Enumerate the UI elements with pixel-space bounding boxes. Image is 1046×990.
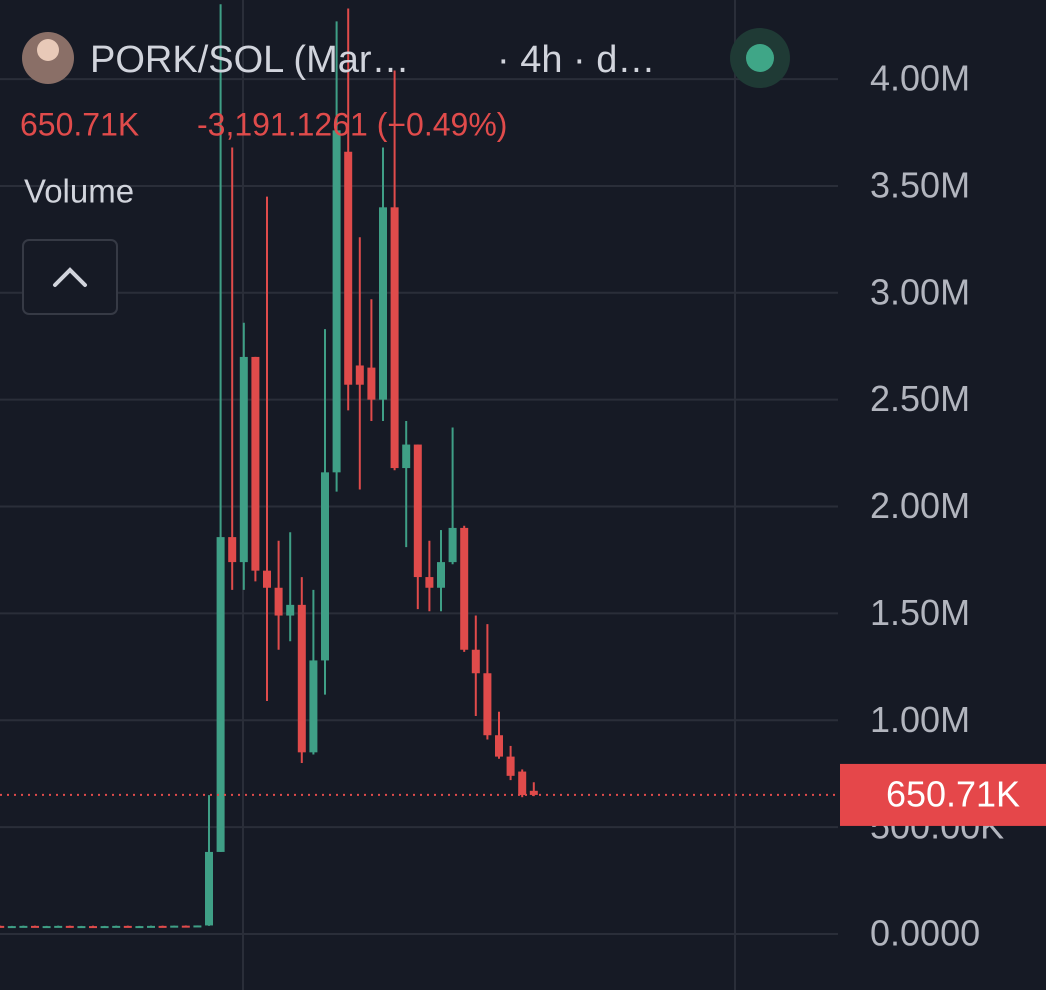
candle-body [147, 925, 155, 928]
candle-body [379, 207, 387, 400]
interval[interactable]: · 4h · d… [497, 39, 655, 81]
y-tick-label: 2.00M [870, 485, 970, 526]
candle-body [54, 925, 63, 928]
candle-body [170, 925, 179, 928]
candle-body [158, 925, 167, 928]
candle-body [193, 925, 202, 928]
plot [0, 4, 840, 929]
candle-body [65, 925, 74, 928]
candle-body [251, 356, 260, 571]
candle-body [344, 151, 353, 385]
candle-body [7, 926, 16, 929]
chevron-up-icon [53, 267, 87, 287]
candle-body [402, 444, 411, 469]
candle-body [112, 925, 121, 928]
y-tick-label: 3.00M [870, 271, 970, 312]
y-tick-label: 3.50M [870, 164, 970, 205]
candle-body [297, 604, 306, 753]
candle-body [239, 356, 248, 563]
last-price-tag [840, 763, 1046, 826]
candle-body [228, 537, 237, 563]
candle-body [181, 925, 190, 928]
candle-body [135, 926, 144, 929]
legend: PORK/SOL (Mar… · 4h · d… 650.71K -3,191.… [20, 28, 790, 315]
candle-body [89, 926, 97, 929]
candle-body [31, 925, 39, 928]
price-axis: 0.0000500.00K1.00M1.50M2.00M2.50M3.00M3.… [840, 58, 1046, 954]
candle-body [448, 527, 457, 563]
candle-body [309, 660, 318, 753]
candle-body [332, 130, 341, 473]
candle-body [471, 649, 480, 674]
candle-body [529, 790, 538, 795]
candle-body [77, 926, 86, 929]
candle-body [413, 444, 422, 578]
grid [0, 78, 838, 936]
candle-body [518, 771, 527, 796]
candle-body [495, 735, 503, 757]
last-price-tag-label: 650.71K [886, 773, 1020, 814]
y-tick-label: 0.0000 [870, 913, 980, 954]
candle-body [390, 207, 399, 469]
y-tick-label: 4.00M [870, 58, 970, 99]
candle-body [0, 925, 5, 928]
candle-body [355, 365, 364, 385]
candle-body [216, 537, 225, 852]
candle-body [286, 604, 295, 616]
y-tick-label: 2.50M [870, 378, 970, 419]
price-change: -3,191.1261 (−0.49%) [197, 106, 507, 142]
collapse-button[interactable] [22, 239, 118, 315]
candle-body [205, 851, 213, 926]
last-price: 650.71K [20, 106, 139, 142]
candle-body [437, 562, 445, 588]
symbol-title[interactable]: PORK/SOL (Mar… [90, 39, 410, 81]
indicator-name[interactable]: Volume [24, 173, 134, 210]
candle-body [321, 472, 329, 661]
y-tick-label: 1.00M [870, 699, 970, 740]
candle-body [367, 367, 376, 400]
y-tick-label: 1.50M [870, 592, 970, 633]
candle-body [19, 925, 28, 928]
candle-body [42, 926, 51, 929]
candle-body [425, 577, 434, 588]
candle-body [274, 587, 283, 616]
avatar-face [37, 39, 59, 61]
candle-body [263, 570, 271, 588]
candle-body [460, 527, 469, 650]
candle-body [506, 756, 515, 776]
candle-body [483, 673, 492, 736]
status-dot [746, 44, 774, 72]
candle-body [100, 926, 109, 929]
candle-body [123, 925, 132, 928]
